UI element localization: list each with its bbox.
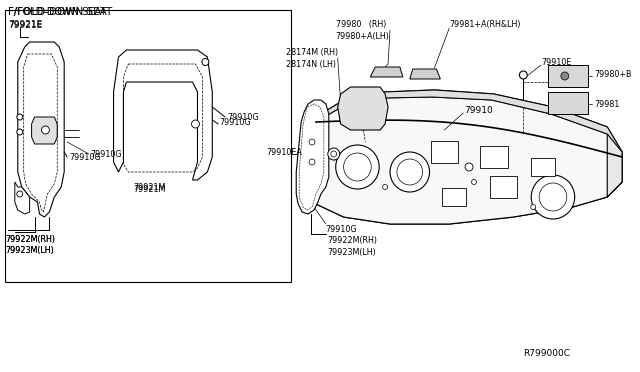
Circle shape (202, 58, 209, 65)
Text: 79910G: 79910G (69, 153, 100, 161)
Circle shape (191, 120, 200, 128)
Text: 79922M(RH): 79922M(RH) (5, 234, 55, 244)
Text: 79980   (RH): 79980 (RH) (336, 19, 386, 29)
Circle shape (531, 175, 575, 219)
Polygon shape (296, 100, 329, 214)
Circle shape (331, 151, 337, 157)
Text: 79910G: 79910G (91, 150, 122, 158)
Polygon shape (18, 42, 64, 217)
Text: 79981+A(RH&LH): 79981+A(RH&LH) (449, 19, 521, 29)
Circle shape (17, 129, 22, 135)
Circle shape (336, 145, 379, 189)
Circle shape (344, 153, 371, 181)
Polygon shape (15, 182, 29, 214)
Polygon shape (410, 69, 440, 79)
Circle shape (42, 126, 49, 134)
Text: 79910: 79910 (464, 106, 493, 115)
Polygon shape (316, 90, 622, 157)
Circle shape (520, 71, 527, 79)
Polygon shape (371, 67, 403, 77)
Text: 28174M (RH): 28174M (RH) (286, 48, 339, 57)
Circle shape (383, 185, 388, 189)
Text: 79910G: 79910G (220, 118, 251, 126)
Circle shape (309, 159, 315, 165)
Text: F/FOLD-DOWN SEAT: F/FOLD-DOWN SEAT (8, 7, 106, 17)
Text: 79910EA: 79910EA (267, 148, 303, 157)
Text: 79922M(RH): 79922M(RH) (5, 234, 55, 244)
Text: 79923M(LH): 79923M(LH) (5, 247, 54, 256)
Polygon shape (338, 87, 388, 130)
Circle shape (309, 139, 315, 145)
Text: 79910G: 79910G (326, 224, 358, 234)
Circle shape (465, 163, 473, 171)
Polygon shape (306, 122, 316, 204)
Polygon shape (306, 97, 622, 224)
Bar (442, 188, 466, 206)
Circle shape (17, 191, 22, 197)
Circle shape (531, 205, 536, 209)
Text: 79922M(RH): 79922M(RH) (328, 235, 378, 244)
Text: 79921E: 79921E (8, 20, 42, 29)
Text: 79921M: 79921M (133, 185, 166, 193)
Text: 79921M: 79921M (133, 183, 166, 192)
Bar (5, 10, 291, 282)
Text: 79921E: 79921E (8, 19, 42, 29)
Text: 79980+B: 79980+B (595, 70, 632, 78)
Circle shape (390, 152, 429, 192)
Polygon shape (31, 117, 57, 144)
Circle shape (539, 183, 567, 211)
Text: R799000C: R799000C (524, 350, 570, 359)
Circle shape (17, 114, 22, 120)
Bar (490, 176, 517, 198)
Polygon shape (306, 90, 622, 224)
Bar (548, 92, 588, 114)
Polygon shape (607, 134, 622, 197)
Circle shape (472, 180, 476, 185)
Bar (531, 158, 555, 176)
Text: F/FOLD-DOWN SEAT: F/FOLD-DOWN SEAT (8, 7, 112, 17)
Bar (431, 141, 458, 163)
Bar (548, 65, 588, 87)
Text: 79923M(LH): 79923M(LH) (328, 247, 376, 257)
Text: 79910E: 79910E (541, 58, 572, 67)
Text: 28174N (LH): 28174N (LH) (286, 60, 337, 68)
Text: 79981: 79981 (595, 99, 620, 109)
Bar (480, 146, 508, 168)
Circle shape (397, 159, 422, 185)
Circle shape (328, 148, 340, 160)
Circle shape (561, 72, 569, 80)
Text: 79980+A(LH): 79980+A(LH) (336, 32, 390, 41)
Polygon shape (113, 50, 212, 180)
Text: 79910G: 79910G (227, 112, 259, 122)
Text: 79923M(LH): 79923M(LH) (5, 246, 54, 254)
